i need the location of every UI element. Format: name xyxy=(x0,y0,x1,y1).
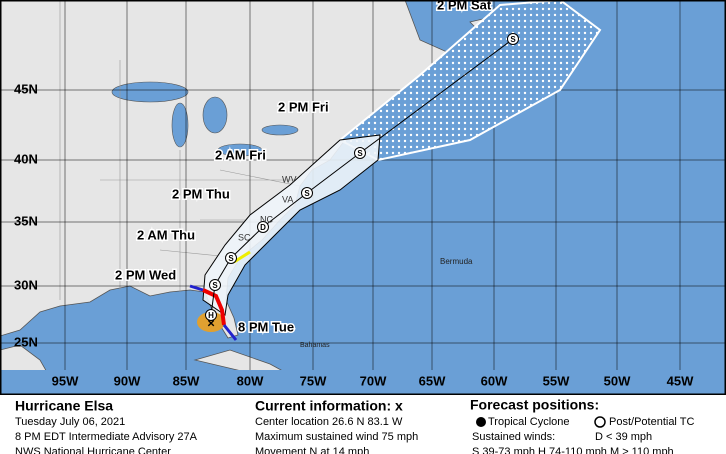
point-letter: D xyxy=(260,223,266,232)
lon-label: 45W xyxy=(667,373,694,388)
lon-label: 50W xyxy=(604,373,631,388)
lon-label: 70W xyxy=(360,373,387,388)
storm-title: Hurricane Elsa xyxy=(15,398,113,414)
lat-label: 45N xyxy=(14,81,38,96)
forecast-heading: Forecast positions: xyxy=(470,397,599,413)
forecast-label: 2 PM Thu xyxy=(172,186,230,201)
legend-post: Post/Potential TC xyxy=(609,416,694,428)
lat-label: 35N xyxy=(14,213,38,228)
lon-label: 85W xyxy=(173,373,200,388)
sustained-label: Sustained winds: xyxy=(472,431,555,443)
forecast-labels: 2 PM Sat 2 PM Fri 2 AM Fri 2 PM Thu 2 AM… xyxy=(114,0,494,336)
wind-field xyxy=(197,312,225,332)
agency: NWS National Hurricane Center xyxy=(15,446,171,454)
forecast-label: 2 PM Fri xyxy=(278,99,329,114)
forecast-label: 2 PM Wed xyxy=(115,267,176,282)
location: Center location 26.6 N 83.1 W xyxy=(255,416,403,428)
wind-categories: S 39-73 mph H 74-110 mph M > 110 mph xyxy=(472,446,674,454)
state-label: NC xyxy=(260,214,273,224)
state-label: VA xyxy=(282,194,293,204)
current-position: × xyxy=(207,315,215,330)
place-label: Bermuda xyxy=(440,257,473,266)
hurricane-warning xyxy=(202,288,226,326)
state-label: SC xyxy=(238,232,251,242)
lat-label: 25N xyxy=(14,334,38,349)
state-label: WV xyxy=(282,174,297,184)
forecast-label: 2 PM Sat xyxy=(437,0,492,12)
lon-label: 80W xyxy=(237,373,264,388)
tropical-storm-warning xyxy=(189,284,238,341)
point-letter: S xyxy=(228,254,234,263)
point-letter: S xyxy=(304,189,310,198)
latitude-labels: 45N 40N 35N 30N 25N xyxy=(14,81,38,349)
lon-label: 65W xyxy=(419,373,446,388)
state-borders xyxy=(59,0,301,300)
post-symbol xyxy=(594,416,606,428)
storm-watch xyxy=(233,250,251,264)
longitude-labels: 95W 90W 85W 80W 75W 70W 65W 60W 55W 50W … xyxy=(52,373,694,388)
advisory: 8 PM EDT Intermediate Advisory 27A xyxy=(15,431,198,443)
forecast-label: 2 AM Fri xyxy=(215,147,266,162)
lat-label: 30N xyxy=(14,277,38,292)
tropical-symbol xyxy=(476,417,486,427)
forecast-label: 8 PM Tue xyxy=(238,319,294,334)
point-letter: H xyxy=(208,311,214,320)
d-winds: D < 39 mph xyxy=(595,431,652,443)
date: Tuesday July 06, 2021 xyxy=(15,416,125,428)
point-letter: S xyxy=(510,35,516,44)
great-lakes xyxy=(111,81,299,157)
lon-label: 95W xyxy=(52,373,79,388)
lon-label: 55W xyxy=(543,373,570,388)
forecast-cone xyxy=(202,134,381,316)
state-labels: WV VA NC SC xyxy=(238,174,297,242)
label-strip xyxy=(0,370,726,395)
legend-tropical: Tropical Cyclone xyxy=(488,416,570,428)
max-wind: Maximum sustained wind 75 mph xyxy=(255,431,418,443)
point-letter: S xyxy=(357,149,363,158)
place-label: Bahamas xyxy=(300,342,330,349)
lon-label: 90W xyxy=(114,373,141,388)
forecast-label: 2 AM Thu xyxy=(137,227,195,242)
point-letter: S xyxy=(212,281,218,290)
lon-label: 60W xyxy=(481,373,508,388)
lat-label: 40N xyxy=(14,151,38,166)
lon-label: 75W xyxy=(300,373,327,388)
current-heading: Current information: x xyxy=(255,398,403,414)
movement: Movement N at 14 mph xyxy=(255,446,369,454)
track-points: S S S D S S H xyxy=(205,33,519,321)
